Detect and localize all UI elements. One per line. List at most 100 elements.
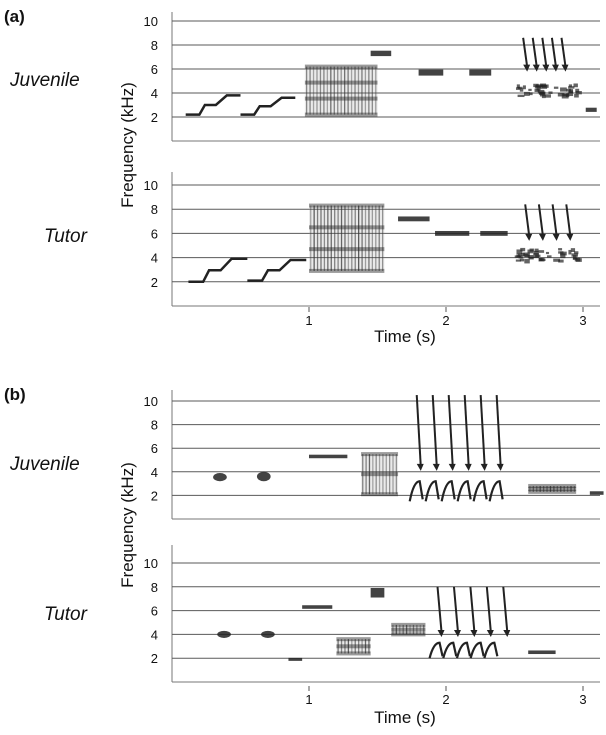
spectrogram-block-band	[336, 651, 371, 656]
spectrogram-spike	[436, 586, 443, 633]
spectrogram-spike-tip	[566, 233, 574, 241]
spectrogram-cluster-dot	[524, 91, 530, 96]
spectrogram-cluster-dot	[529, 248, 534, 252]
freq-tick-label: 4	[151, 251, 158, 266]
spectrogram-cluster-dot	[533, 253, 540, 259]
spectrogram-spike	[541, 37, 548, 67]
spectrogram-spike	[531, 37, 538, 67]
spectrogram-tone	[370, 587, 385, 598]
spectrogram-cluster-dot	[568, 84, 573, 87]
spectrogram-tone	[288, 657, 303, 661]
panel-b-time-axis: 1 2 3	[305, 686, 587, 707]
spectrogram-cluster-dot	[515, 259, 521, 262]
spectrogram-cluster-dot	[566, 88, 571, 92]
spectrogram-blob	[256, 471, 271, 482]
spectrogram-spike	[502, 586, 509, 633]
spectrogram-b-tutor: 2 4 6 8 10	[144, 545, 600, 683]
spectrogram-cluster-dot	[520, 247, 526, 252]
freq-tick-label: 2	[151, 651, 158, 666]
spectrogram-spike	[495, 395, 502, 466]
spectrogram-tone	[528, 650, 556, 655]
spectrogram-spike-tip	[538, 233, 546, 241]
freq-tick-label: 6	[151, 604, 158, 619]
spectrogram-fan	[488, 480, 504, 502]
spectrogram-block-wash	[528, 485, 577, 492]
spectrogram-block-band	[391, 632, 426, 637]
spectrogram-blob	[261, 630, 275, 638]
freq-tick-label: 6	[151, 226, 158, 241]
spectrogram-cluster-dot	[527, 255, 534, 259]
spectrogram-block-band	[528, 486, 577, 491]
spectrogram-cluster-dot	[545, 251, 550, 255]
spectrogram-cluster-dot	[520, 252, 525, 256]
spectrogram-spike-tip	[503, 630, 511, 638]
spectrogram-cluster-dot	[523, 252, 530, 257]
spectrogram-spike-tip	[464, 463, 472, 471]
spectrogram-fan	[440, 480, 456, 502]
spectrogram-tone	[589, 491, 604, 495]
spectrogram-fan	[424, 480, 440, 502]
spectrogram-cluster-dot	[529, 92, 533, 96]
spectrogram-spike-tip	[453, 630, 461, 638]
spectrogram-spike	[551, 204, 558, 236]
panel-b-time-axis-title: Time (s)	[374, 708, 436, 727]
spectrogram-spike	[537, 204, 544, 236]
spectrogram-cluster-dot	[517, 86, 523, 89]
spectrogram-block-band	[361, 472, 399, 477]
spectrogram-cluster-dot	[568, 86, 575, 89]
spectrogram-fan	[442, 641, 458, 659]
freq-tick-label: 8	[151, 418, 158, 433]
spectrogram-fan	[483, 641, 499, 659]
spectrogram-fan	[455, 641, 472, 659]
spectrogram-block-band	[304, 64, 378, 69]
freq-tick-label: 4	[151, 465, 158, 480]
spectrogram-cluster-dot	[522, 85, 526, 90]
spectrogram-cluster-dot	[573, 251, 579, 255]
spectrogram-spike-tip	[437, 630, 445, 638]
spectrogram-spike-tip	[532, 64, 540, 72]
freq-tick-label: 10	[144, 556, 158, 571]
spectrogram-block-band	[391, 627, 426, 632]
spectrogram-block-wash	[309, 205, 385, 271]
spectrogram-cluster-dot	[575, 91, 582, 95]
time-tick-label: 3	[579, 692, 586, 707]
panel-a-juvenile-label: Juvenile	[9, 70, 80, 91]
spectrogram-spike	[469, 586, 476, 633]
panel-b-label: (b)	[4, 385, 26, 404]
spectrogram-cluster-dot	[567, 92, 574, 97]
spectrogram-block-band	[336, 644, 371, 649]
freq-tick-label: 8	[151, 38, 158, 53]
spectrogram-spike	[452, 586, 459, 633]
panel-b-juvenile-label: Juvenile	[9, 454, 80, 475]
spectrogram-cluster-dot	[518, 255, 523, 259]
spectrogram-cluster-dot	[560, 87, 567, 92]
panel-b-frequency-axis-title: Frequency (kHz)	[118, 462, 137, 588]
spectrogram-fan	[472, 480, 488, 502]
freq-tick-label: 2	[151, 110, 158, 125]
spectrogram-cluster-dot	[573, 83, 578, 88]
spectrogram-cluster-dot	[537, 89, 545, 94]
spectrogram-block-wash	[304, 66, 378, 115]
spectrogram-block-band	[304, 112, 378, 117]
spectrogram-tone	[469, 69, 492, 76]
spectrogram-cluster-dot	[563, 94, 568, 97]
spectrogram-cluster-dot	[557, 92, 565, 97]
spectrogram-block-band	[304, 80, 378, 85]
spectrogram-step-call	[185, 94, 241, 116]
spectrogram-cluster-dot	[536, 86, 541, 91]
spectrogram-block-band	[391, 622, 426, 627]
panel-b-tutor-label: Tutor	[44, 604, 88, 625]
spectrogram-step-call	[188, 257, 248, 284]
spectrogram-cluster-dot	[571, 253, 578, 257]
spectrogram-spike-tip	[486, 630, 494, 638]
spectrogram-cluster-dot	[516, 249, 523, 255]
spectrogram-cluster-dot	[533, 250, 539, 255]
spectrogram-spike	[560, 37, 567, 67]
spectrogram-cluster-dot	[568, 249, 572, 255]
spectrogram-block-wash	[391, 624, 426, 635]
spectrogram-cluster-dot	[536, 84, 543, 88]
spectrogram-fan	[456, 480, 472, 502]
freq-tick-label: 10	[144, 178, 158, 193]
spectrogram-cluster-dot	[553, 86, 559, 89]
